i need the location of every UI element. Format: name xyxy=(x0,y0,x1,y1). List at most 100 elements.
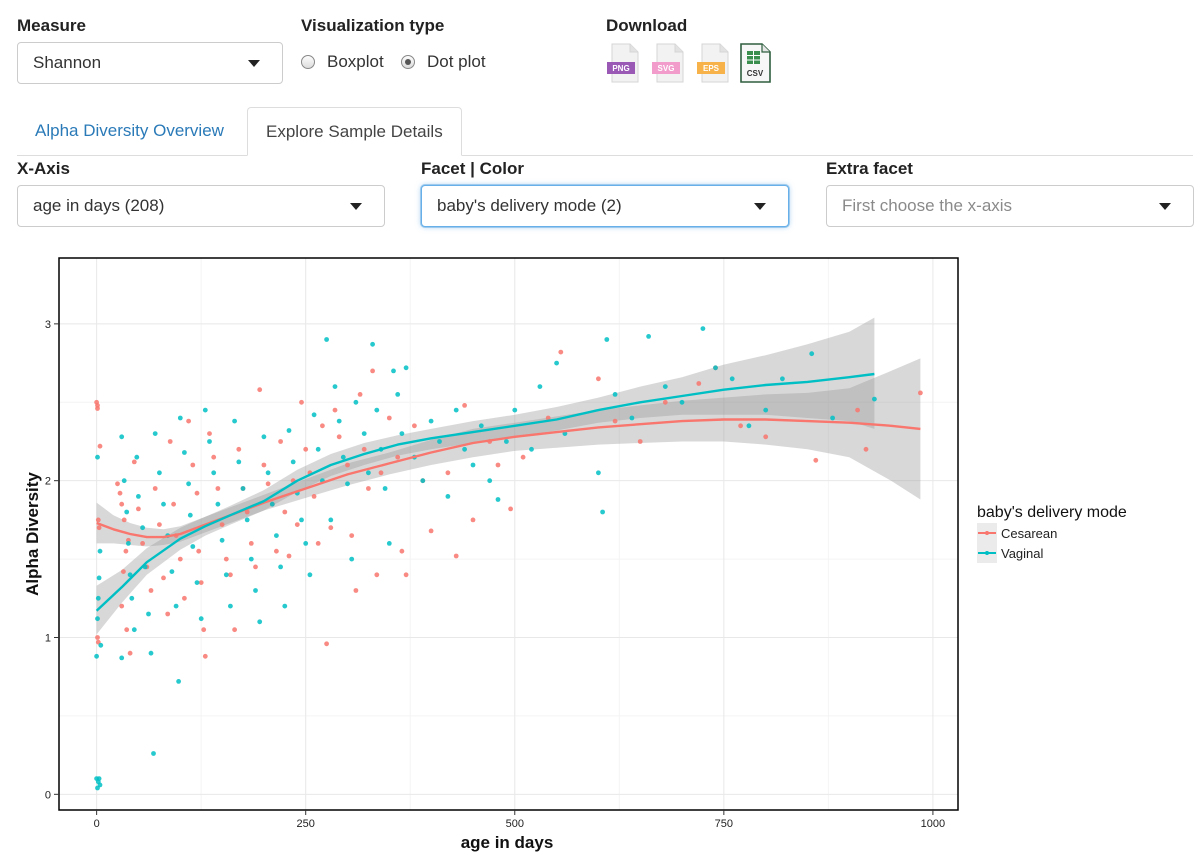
point-vaginal xyxy=(157,470,162,476)
point-vaginal xyxy=(332,384,338,389)
point-vaginal xyxy=(746,423,752,429)
point-vaginal xyxy=(763,407,769,413)
point-vaginal xyxy=(286,428,292,433)
point-vaginal xyxy=(151,751,156,756)
point-cesarean xyxy=(265,481,271,487)
extra-facet-select[interactable]: First choose the x-axis xyxy=(826,185,1194,227)
point-cesarean xyxy=(311,494,317,499)
point-vaginal xyxy=(713,365,718,371)
point-vaginal xyxy=(95,595,101,601)
y-tick-label: 2 xyxy=(45,476,51,488)
point-cesarean xyxy=(123,548,129,554)
y-tick-label: 3 xyxy=(45,319,51,331)
point-vaginal xyxy=(146,611,151,617)
point-cesarean xyxy=(386,415,392,421)
point-vaginal xyxy=(453,407,459,413)
point-vaginal xyxy=(345,481,350,487)
point-vaginal xyxy=(182,450,187,455)
point-vaginal xyxy=(119,655,125,661)
point-cesarean xyxy=(148,588,154,593)
point-vaginal xyxy=(140,525,146,531)
point-cesarean xyxy=(545,415,551,421)
measure-label: Measure xyxy=(17,16,86,35)
point-cesarean xyxy=(228,572,233,578)
x-tick-label: 500 xyxy=(506,818,524,830)
png-download-icon[interactable]: PNG xyxy=(606,42,642,84)
point-vaginal xyxy=(495,497,501,502)
point-vaginal xyxy=(366,470,371,476)
point-vaginal xyxy=(478,423,484,429)
point-vaginal xyxy=(190,544,196,549)
eps-download-icon[interactable]: EPS xyxy=(696,42,732,84)
point-vaginal xyxy=(95,616,100,622)
csv-download-icon[interactable]: CSV xyxy=(738,42,774,84)
point-cesarean xyxy=(813,457,819,463)
point-vaginal xyxy=(353,399,359,405)
radio-dotplot[interactable]: Dot plot xyxy=(401,52,486,72)
radio-dotplot-circle[interactable] xyxy=(401,55,415,69)
point-vaginal xyxy=(124,509,130,515)
facet-color-label: Facet | Color xyxy=(421,159,524,178)
point-vaginal xyxy=(529,446,534,452)
point-vaginal xyxy=(278,564,283,570)
point-cesarean xyxy=(117,490,123,496)
point-vaginal xyxy=(161,501,166,507)
point-cesarean xyxy=(370,368,375,374)
point-vaginal xyxy=(374,407,380,413)
point-cesarean xyxy=(274,548,279,554)
y-tick-label: 1 xyxy=(45,633,51,645)
point-cesarean xyxy=(127,650,133,656)
point-cesarean xyxy=(119,501,125,507)
point-cesarean xyxy=(97,443,103,449)
x-tick-label: 750 xyxy=(715,818,733,830)
point-cesarean xyxy=(320,423,325,429)
point-vaginal xyxy=(700,326,706,331)
y-axis-title: Alpha Diversity xyxy=(23,472,42,596)
point-cesarean xyxy=(95,517,101,523)
point-vaginal xyxy=(512,407,518,413)
xaxis-select[interactable]: age in days (208) xyxy=(17,185,385,227)
point-vaginal xyxy=(186,481,192,487)
point-cesarean xyxy=(196,548,202,554)
radio-boxplot-circle[interactable] xyxy=(301,55,315,69)
point-cesarean xyxy=(115,481,120,487)
point-vaginal xyxy=(253,588,258,593)
measure-select[interactable]: Shannon xyxy=(17,42,283,84)
point-vaginal xyxy=(198,616,204,622)
point-vaginal xyxy=(95,785,100,791)
point-vaginal xyxy=(340,454,346,460)
facet-color-select[interactable]: baby's delivery mode (2) xyxy=(421,185,789,227)
point-vaginal xyxy=(223,572,229,578)
point-vaginal xyxy=(403,365,409,371)
point-vaginal xyxy=(257,619,263,625)
point-vaginal xyxy=(219,537,225,543)
point-cesarean xyxy=(95,635,100,640)
point-vaginal xyxy=(269,501,275,507)
point-vaginal xyxy=(679,399,685,405)
legend-dot-vaginal xyxy=(985,551,989,555)
point-cesarean xyxy=(508,506,513,512)
point-cesarean xyxy=(261,462,267,468)
point-cesarean xyxy=(165,611,171,617)
svg-download-icon[interactable]: SVG xyxy=(651,42,687,84)
radio-boxplot[interactable]: Boxplot xyxy=(301,52,384,72)
point-cesarean xyxy=(738,423,743,429)
point-vaginal xyxy=(152,431,158,436)
point-vaginal xyxy=(240,486,246,491)
point-vaginal xyxy=(194,580,200,585)
point-cesarean xyxy=(190,462,196,468)
point-vaginal xyxy=(96,575,102,581)
point-vaginal xyxy=(554,360,559,366)
chevron-down-icon xyxy=(754,203,766,210)
point-vaginal xyxy=(399,431,405,436)
point-cesarean xyxy=(186,418,192,424)
point-vaginal xyxy=(612,392,618,397)
tabs-divider xyxy=(17,155,1193,156)
point-vaginal xyxy=(470,462,476,468)
tab-explore-sample-details[interactable]: Explore Sample Details xyxy=(247,107,462,156)
tab-alpha-diversity-overview[interactable]: Alpha Diversity Overview xyxy=(35,121,224,140)
point-vaginal xyxy=(646,334,651,339)
point-vaginal xyxy=(248,556,254,562)
point-vaginal xyxy=(121,478,127,484)
viz-type-label: Visualization type xyxy=(301,16,445,35)
